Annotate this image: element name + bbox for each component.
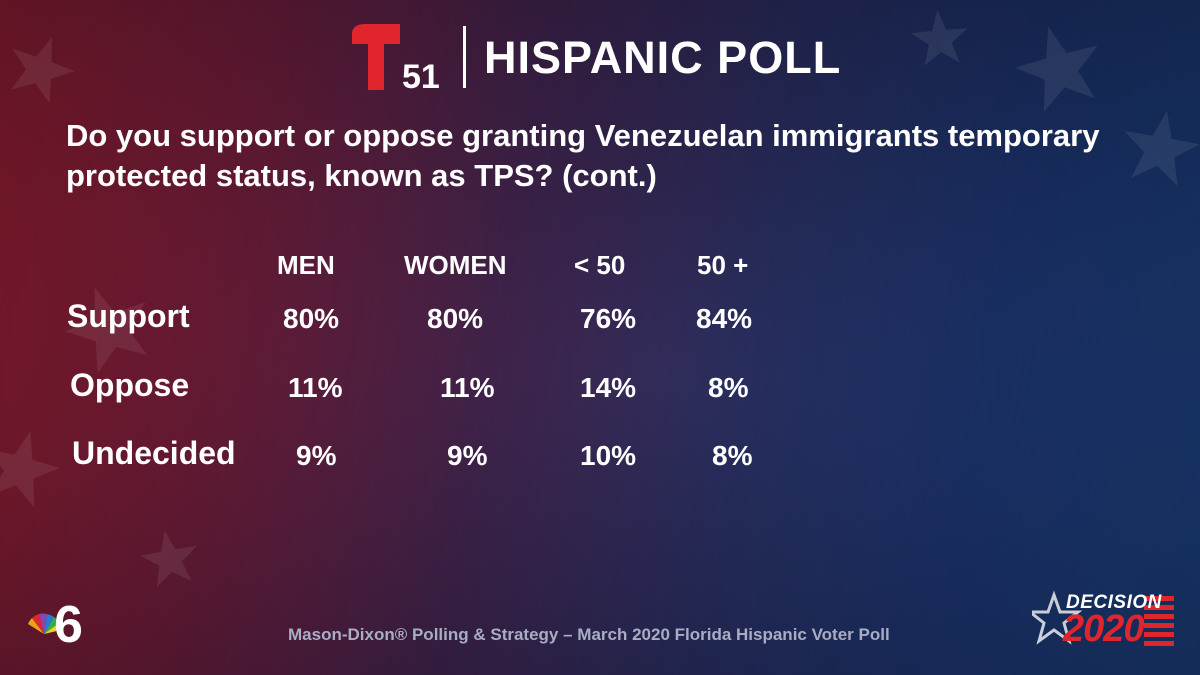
station-number: 6 [54,596,83,646]
cell-oppose-50-plus: 8% [708,372,749,403]
column-header-men: MEN [277,250,335,280]
column-header-50-plus: 50 + [697,250,749,280]
poll-question: Do you support or oppose granting Venezu… [66,118,1100,193]
header-divider [463,26,466,88]
decision-2020-logo [1032,590,1174,646]
decision-word: DECISION [1066,592,1162,613]
decision-year: 2020 [1063,608,1145,650]
cell-undecided-under-50: 10% [580,440,637,471]
cell-oppose-men: 11% [288,372,343,403]
source-footnote: Mason-Dixon® Polling & Strategy – March … [288,625,890,644]
nbc-6-logo: 6 [28,596,83,646]
cell-support-women: 80% [427,303,484,334]
cell-support-50-plus: 84% [696,303,753,334]
telemundo-logo: 51 [352,24,440,90]
column-header-under-50: < 50 [574,250,626,280]
cell-support-under-50: 76% [580,303,637,334]
cell-support-men: 80% [283,303,340,334]
channel-number: 51 [402,58,440,90]
cell-undecided-50-plus: 8% [712,440,753,471]
column-header-women: WOMEN [404,250,507,280]
cell-undecided-women: 9% [447,440,488,471]
cell-oppose-under-50: 14% [580,372,637,403]
row-label-undecided: Undecided [72,435,236,471]
cell-oppose-women: 11% [440,372,495,403]
row-label-support: Support [67,298,190,334]
cell-undecided-men: 9% [296,440,337,471]
row-label-oppose: Oppose [70,367,190,403]
poll-title: HISPANIC POLL [484,32,842,83]
